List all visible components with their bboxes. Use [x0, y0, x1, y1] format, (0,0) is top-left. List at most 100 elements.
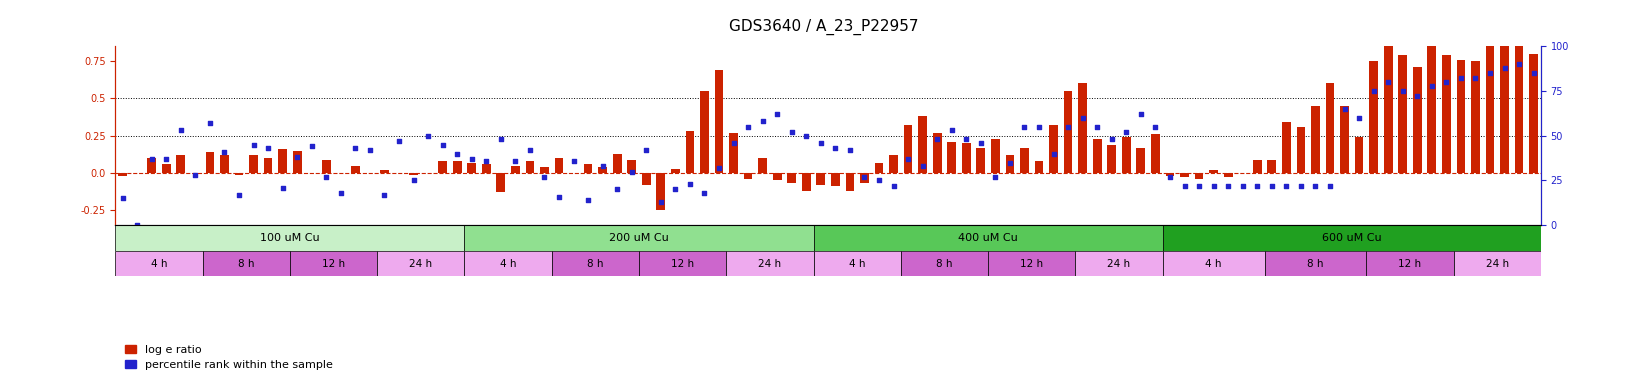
Point — [226, 192, 252, 198]
Point — [778, 129, 804, 135]
Point — [865, 177, 892, 184]
Point — [386, 138, 412, 144]
Bar — [1264, 251, 1366, 276]
Point — [925, 136, 951, 142]
Bar — [1035, 161, 1043, 173]
Point — [488, 136, 514, 142]
Bar — [598, 167, 606, 173]
Point — [1332, 106, 1358, 112]
Point — [356, 147, 382, 153]
Point — [1477, 70, 1503, 76]
Bar — [1163, 251, 1264, 276]
Bar — [1297, 127, 1305, 173]
Point — [880, 183, 906, 189]
Point — [255, 145, 282, 151]
Point — [967, 140, 994, 146]
Bar — [1224, 173, 1233, 177]
Text: 4 h: 4 h — [499, 259, 516, 269]
Bar — [221, 155, 229, 173]
Point — [153, 156, 180, 162]
Bar — [1384, 40, 1393, 173]
Bar — [279, 149, 287, 173]
Bar — [1500, 40, 1510, 173]
Point — [852, 174, 878, 180]
Point — [1172, 183, 1198, 189]
Text: 4 h: 4 h — [849, 259, 865, 269]
Point — [618, 169, 644, 175]
Bar — [831, 173, 840, 187]
Point — [939, 127, 966, 133]
Bar — [526, 161, 534, 173]
Bar — [409, 173, 419, 174]
Bar — [1137, 147, 1145, 173]
Bar — [1529, 53, 1538, 173]
Text: 100 uM Cu: 100 uM Cu — [260, 233, 320, 243]
Point — [313, 174, 339, 180]
Bar — [803, 173, 811, 191]
Point — [1404, 93, 1430, 99]
Bar — [903, 125, 913, 173]
Text: 24 h: 24 h — [409, 259, 432, 269]
Bar — [1485, 46, 1495, 173]
Bar — [1472, 61, 1480, 173]
Point — [590, 163, 616, 169]
Point — [560, 158, 587, 164]
Point — [503, 158, 529, 164]
Point — [1360, 88, 1386, 94]
Text: 8 h: 8 h — [936, 259, 953, 269]
Point — [1244, 183, 1271, 189]
Point — [1025, 124, 1051, 130]
Bar — [119, 173, 127, 176]
Bar — [552, 251, 639, 276]
Bar — [1427, 40, 1435, 173]
Text: 4 h: 4 h — [150, 259, 166, 269]
Bar — [727, 251, 814, 276]
Point — [1112, 129, 1139, 135]
Bar — [773, 173, 781, 180]
Point — [705, 165, 732, 171]
Point — [677, 181, 704, 187]
Bar — [743, 173, 753, 179]
Point — [953, 136, 979, 142]
Bar — [1312, 106, 1320, 173]
Point — [531, 174, 557, 180]
Text: 12 h: 12 h — [321, 259, 344, 269]
Legend: log e ratio, percentile rank within the sample: log e ratio, percentile rank within the … — [120, 340, 338, 375]
Bar — [788, 173, 796, 184]
Bar — [977, 147, 986, 173]
Point — [1389, 88, 1416, 94]
Bar — [465, 251, 552, 276]
Bar — [1412, 67, 1422, 173]
Point — [1287, 183, 1313, 189]
Point — [517, 147, 544, 153]
Bar — [293, 151, 302, 173]
Text: 24 h: 24 h — [758, 259, 781, 269]
Bar — [438, 161, 447, 173]
Point — [458, 156, 485, 162]
Point — [837, 147, 864, 153]
Text: GDS3640 / A_23_P22957: GDS3640 / A_23_P22957 — [730, 19, 918, 35]
Point — [109, 195, 135, 202]
Point — [545, 194, 572, 200]
Bar — [206, 152, 214, 173]
Point — [982, 174, 1009, 180]
Bar — [481, 164, 491, 173]
Bar — [1180, 173, 1188, 177]
Point — [1434, 79, 1460, 85]
Point — [138, 156, 165, 162]
Bar — [1369, 61, 1378, 173]
Point — [1462, 75, 1488, 81]
Point — [720, 140, 747, 146]
Point — [283, 154, 310, 160]
Point — [270, 185, 297, 191]
Point — [1229, 183, 1256, 189]
Point — [910, 163, 936, 169]
Point — [1302, 183, 1328, 189]
Bar — [115, 251, 203, 276]
Bar — [555, 158, 564, 173]
Bar — [1457, 60, 1465, 173]
Point — [808, 140, 834, 146]
Bar — [290, 251, 377, 276]
Point — [575, 197, 602, 203]
Text: 12 h: 12 h — [671, 259, 694, 269]
